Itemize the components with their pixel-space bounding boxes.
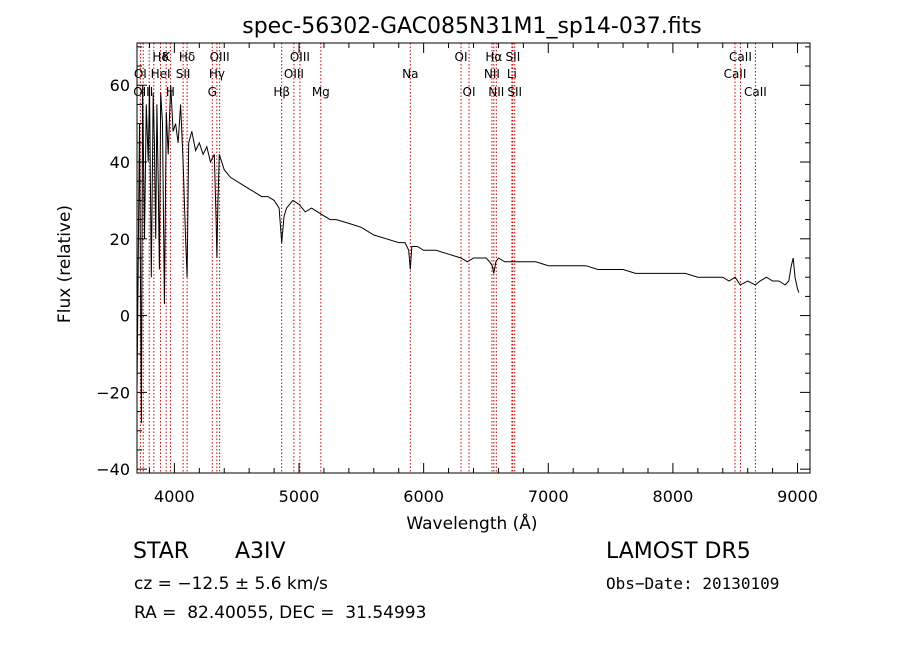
redshift-cz: cz = −12.5 ± 5.6 km/s bbox=[134, 574, 328, 594]
y-tick-label: 0 bbox=[120, 307, 130, 326]
line-label: NII bbox=[488, 85, 504, 99]
subclass: A3IV bbox=[235, 539, 286, 564]
line-label: G bbox=[208, 85, 217, 99]
coordinates: RA = 82.40055, DEC = 31.54993 bbox=[134, 603, 427, 623]
spectrum-line bbox=[136, 85, 800, 424]
x-tick-label: 8000 bbox=[653, 487, 694, 506]
y-tick-label: 60 bbox=[110, 76, 130, 95]
line-label: CaII bbox=[744, 85, 767, 99]
x-tick-label: 9000 bbox=[777, 487, 818, 506]
line-label: Li bbox=[507, 67, 517, 81]
line-label: OI bbox=[134, 67, 147, 81]
x-tick-label: 7000 bbox=[528, 487, 569, 506]
line-label: OIII bbox=[133, 85, 153, 99]
line-label: Hγ bbox=[209, 67, 225, 81]
y-axis-label: Flux (relative) bbox=[55, 205, 75, 323]
chart-title: spec-56302-GAC085N31M1_sp14-037.fits bbox=[242, 14, 702, 39]
line-label: CaII bbox=[729, 50, 752, 64]
axis-ticks: 4000 5000 6000 7000 8000 9000 −40 −20 0 20 40 60 bbox=[96, 43, 818, 506]
line-label: K bbox=[162, 50, 171, 64]
object-class: STAR bbox=[133, 539, 190, 564]
line-label: OIII bbox=[210, 50, 230, 64]
y-tick-label: 20 bbox=[110, 230, 130, 249]
spectral-line-markers bbox=[139, 43, 756, 473]
x-tick-label: 5000 bbox=[279, 487, 320, 506]
line-label: NII bbox=[484, 67, 500, 81]
y-tick-label: −20 bbox=[96, 383, 130, 402]
line-label: OIII bbox=[290, 50, 310, 64]
x-axis-label: Wavelength (Å) bbox=[406, 512, 537, 534]
line-label: SII bbox=[507, 85, 522, 99]
y-tick-label: 40 bbox=[110, 153, 130, 172]
line-label: OI bbox=[463, 85, 476, 99]
line-label: SII bbox=[176, 67, 191, 81]
line-label: SII bbox=[506, 50, 521, 64]
line-label: Hδ bbox=[152, 50, 168, 64]
line-label: HeI bbox=[151, 67, 171, 81]
x-tick-label: 4000 bbox=[154, 487, 195, 506]
line-label: OI bbox=[455, 50, 468, 64]
line-label: Hβ bbox=[273, 85, 290, 99]
survey-name: LAMOST DR5 bbox=[606, 539, 751, 564]
line-label: Hδ bbox=[179, 50, 195, 64]
line-label: Hα bbox=[485, 50, 502, 64]
line-label: H bbox=[166, 85, 175, 99]
obs-date: Obs−Date: 20130109 bbox=[606, 574, 780, 593]
y-tick-label: −40 bbox=[96, 460, 130, 479]
x-tick-label: 6000 bbox=[403, 487, 444, 506]
line-label: CaII bbox=[724, 67, 747, 81]
line-label: Na bbox=[402, 67, 418, 81]
line-label: OIII bbox=[284, 67, 304, 81]
line-label: Mg bbox=[312, 85, 330, 99]
